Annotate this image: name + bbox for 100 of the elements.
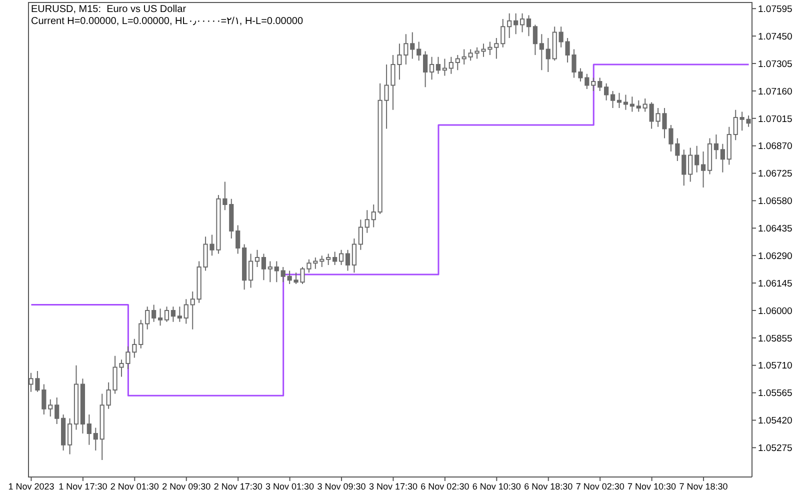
- y-tick-label: 1.07305: [758, 58, 792, 70]
- candlestick: [190, 291, 195, 330]
- candlestick: [442, 58, 448, 76]
- candlestick: [145, 306, 150, 330]
- candlestick: [455, 54, 460, 71]
- y-tick-label: 1.05420: [758, 416, 792, 427]
- candlestick: [539, 34, 544, 71]
- candlestick: [552, 26, 557, 62]
- candlestick: [364, 210, 370, 234]
- candlestick: [242, 244, 247, 290]
- y-tick-label: 1.07595: [758, 4, 792, 15]
- chart-title: EURUSD, M15: Euro vs US Dollar: [31, 4, 188, 16]
- candlestick: [152, 304, 156, 322]
- candlestick: [436, 56, 441, 74]
- candlestick: [184, 298, 188, 324]
- x-tick-label: 3 Nov 01:30: [266, 481, 314, 492]
- candlestick: [74, 364, 79, 430]
- x-tick-label: 3 Nov 09:30: [317, 481, 366, 492]
- y-tick-label: 1.06145: [758, 278, 792, 290]
- x-tick-label: 1 Nov 17:30: [58, 481, 108, 492]
- candlestick: [338, 249, 344, 266]
- x-tick-label: 3 Nov 17:30: [368, 481, 418, 492]
- candlestick: [229, 198, 234, 240]
- y-tick-label: 1.06580: [758, 196, 792, 208]
- candlestick: [410, 32, 415, 60]
- candlestick: [733, 109, 738, 141]
- candlestick: [320, 255, 324, 268]
- candlestick: [700, 151, 706, 188]
- candlestick: [500, 18, 506, 48]
- y-tick-label: 1.07015: [758, 114, 792, 125]
- x-tick-label: 1 Nov 2023: [8, 481, 54, 492]
- x-tick-label: 2 Nov 17:30: [214, 481, 262, 492]
- x-tick-label: 7 Nov 10:30: [628, 481, 676, 492]
- x-tick-label: 2 Nov 01:30: [110, 481, 159, 492]
- candlestick: [280, 266, 286, 283]
- y-tick-label: 1.06725: [758, 168, 792, 180]
- candlestick: [682, 149, 686, 186]
- candlestick: [416, 41, 422, 62]
- candlestick: [248, 253, 254, 288]
- candlestick: [332, 251, 338, 266]
- candlestick: [726, 126, 732, 166]
- candlestick: [630, 96, 634, 112]
- x-tick-label: 7 Nov 02:30: [576, 481, 624, 492]
- candlestick: [268, 260, 272, 283]
- x-tick-label: 7 Nov 18:30: [679, 481, 728, 492]
- candlestick: [261, 253, 266, 281]
- candlestick: [326, 253, 331, 266]
- candlestick: [54, 397, 60, 425]
- x-tick-label: 6 Nov 10:30: [472, 481, 521, 492]
- candlestick: [720, 143, 725, 173]
- candlestick: [532, 24, 538, 56]
- candlestick: [100, 393, 104, 460]
- candlestick: [598, 77, 602, 92]
- candlestick: [345, 249, 350, 272]
- candlestick: [714, 134, 719, 160]
- candlestick: [616, 92, 622, 108]
- candlestick: [462, 48, 466, 65]
- candlestick: [170, 306, 176, 322]
- candlestick: [526, 14, 532, 37]
- candlestick: [507, 12, 512, 38]
- candlestick: [423, 50, 428, 88]
- y-tick-label: 1.06870: [758, 141, 792, 152]
- candlestick: [636, 100, 641, 112]
- candlestick: [61, 414, 66, 452]
- candlestick: [158, 308, 163, 326]
- candlestick: [177, 306, 182, 322]
- candlestick: [80, 378, 86, 434]
- candlestick: [86, 414, 92, 446]
- y-tick-label: 1.06290: [758, 250, 792, 262]
- candlestick: [591, 77, 596, 92]
- candlestick: [514, 12, 518, 35]
- y-tick-label: 1.05275: [758, 443, 792, 454]
- candlestick: [642, 98, 648, 112]
- candlestick: [429, 56, 434, 80]
- y-tick-label: 1.07160: [758, 86, 792, 98]
- candlestick: [694, 145, 700, 173]
- candlestick: [520, 12, 525, 33]
- candlestick: [604, 82, 609, 101]
- candlestick: [67, 418, 72, 455]
- candlestick: [546, 37, 550, 73]
- y-tick-label: 1.06000: [758, 306, 792, 317]
- text: Current H=0.00000, L=0.00000, HL۰٫۰۰۰۰۰=۲/۱, H-L=0.00000: [31, 16, 304, 28]
- y-tick-label: 1.07450: [758, 31, 792, 42]
- candlestick: [138, 319, 144, 349]
- candlestick: [48, 398, 53, 417]
- x-tick-label: 6 Nov 18:30: [524, 481, 573, 492]
- y-tick-label: 1.05565: [758, 388, 792, 400]
- candlestick: [610, 90, 616, 108]
- candlestick: [707, 138, 712, 175]
- y-tick-label: 1.05855: [758, 333, 792, 344]
- candlestick: [352, 238, 357, 274]
- x-tick-label: 6 Nov 02:30: [420, 481, 470, 492]
- candlestick: [623, 94, 628, 110]
- candlestick: [448, 56, 454, 74]
- candlestick: [254, 249, 260, 268]
- candlestick: [688, 147, 693, 182]
- y-tick-label: 1.05710: [758, 360, 792, 372]
- x-tick-label: 2 Nov 09:30: [162, 481, 211, 492]
- candlestick: [371, 204, 376, 228]
- candlestick: [93, 427, 98, 452]
